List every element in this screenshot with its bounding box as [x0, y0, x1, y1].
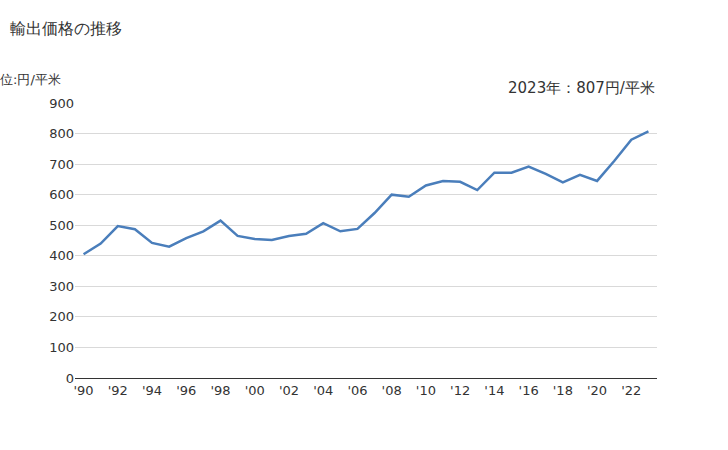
svg-text:700: 700: [49, 157, 74, 172]
svg-text:輸出価格の推移: 輸出価格の推移: [10, 19, 122, 38]
svg-text:'18: '18: [553, 383, 573, 398]
svg-text:500: 500: [49, 218, 74, 233]
svg-text:400: 400: [49, 248, 74, 263]
svg-text:'94: '94: [142, 383, 162, 398]
svg-text:'16: '16: [519, 383, 539, 398]
svg-text:'96: '96: [176, 383, 196, 398]
svg-text:300: 300: [49, 279, 74, 294]
svg-text:100: 100: [49, 340, 74, 355]
svg-text:'04: '04: [313, 383, 333, 398]
svg-text:'06: '06: [347, 383, 367, 398]
svg-text:'92: '92: [108, 383, 128, 398]
svg-text:800: 800: [49, 126, 74, 141]
svg-text:'20: '20: [587, 383, 607, 398]
svg-text:900: 900: [49, 96, 74, 111]
svg-text:0: 0: [66, 371, 74, 386]
svg-text:'98: '98: [210, 383, 230, 398]
svg-text:600: 600: [49, 187, 74, 202]
svg-text:単位:円/平米: 単位:円/平米: [0, 72, 61, 87]
svg-text:'90: '90: [73, 383, 93, 398]
svg-text:'12: '12: [450, 383, 470, 398]
svg-text:200: 200: [49, 309, 74, 324]
svg-text:'10: '10: [416, 383, 436, 398]
svg-text:'08: '08: [382, 383, 402, 398]
svg-text:'22: '22: [621, 383, 641, 398]
svg-text:'02: '02: [279, 383, 299, 398]
svg-text:2023年：807円/平米: 2023年：807円/平米: [508, 79, 655, 97]
svg-text:'14: '14: [484, 383, 504, 398]
svg-text:'00: '00: [245, 383, 265, 398]
